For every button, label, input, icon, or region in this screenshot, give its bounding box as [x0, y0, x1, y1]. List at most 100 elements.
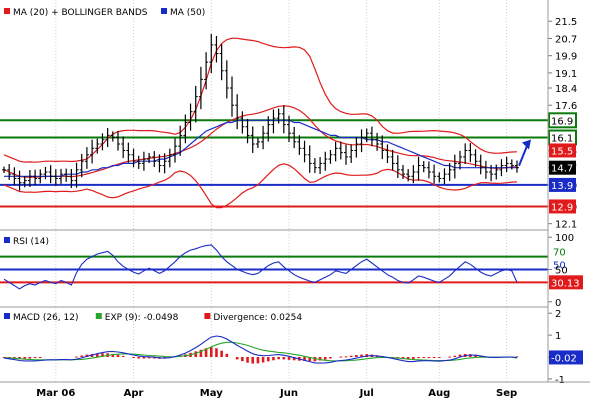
ma50-line: [4, 119, 517, 177]
macd-value-tag: -0.02: [551, 353, 577, 364]
macd-legend-label: MACD (26, 12): [13, 313, 79, 323]
macd-divergence-bar: [422, 357, 426, 358]
macd-line: [3, 335, 518, 364]
price-level-tag: 16.1: [551, 134, 573, 145]
macd-divergence-bar: [272, 357, 275, 361]
macd-divergence-bar: [246, 357, 249, 363]
price-axis-label: 19.1: [555, 69, 577, 80]
macd-divergence-bar: [287, 357, 291, 360]
price-axis-label: 17.6: [555, 101, 577, 112]
date-axis-label: Jul: [359, 388, 374, 399]
macd-axis-label: -1: [555, 375, 565, 386]
price-axis-label: 19.9: [555, 52, 577, 63]
macd-divergence-bar: [360, 354, 363, 357]
macd-legend-swatch: [204, 313, 211, 319]
date-axis-label: Aug: [428, 388, 450, 399]
macd-divergence-bar: [194, 351, 198, 357]
macd-legend-label: Divergence: 0.0254: [213, 313, 302, 323]
price-value-tag: 15.5: [551, 146, 573, 157]
macd-divergence-bar: [132, 357, 135, 358]
macd-divergence-bar: [13, 357, 16, 359]
macd-divergence-bar: [349, 355, 353, 357]
price-legend-swatch: [4, 8, 10, 14]
macd-divergence-bar: [28, 357, 32, 359]
macd-divergence-bar: [33, 357, 37, 359]
macd-divergence-bar: [111, 353, 115, 357]
macd-divergence-bar: [251, 357, 255, 364]
macd-divergence-bar: [308, 357, 312, 362]
macd-divergence-bar: [515, 356, 519, 358]
macd-divergence-bar: [448, 356, 451, 358]
macd-divergence-bar: [437, 357, 441, 358]
macd-divergence-bar: [453, 355, 457, 357]
price-axis-label: 21.5: [555, 17, 577, 28]
macd-legend-swatch: [95, 313, 102, 319]
macd-divergence-bar: [220, 350, 223, 357]
macd-divergence-bar: [23, 357, 27, 359]
price-level-tag: 12.9: [551, 202, 573, 213]
macd-divergence-bar: [329, 357, 332, 359]
macd-divergence-bar: [101, 353, 104, 357]
price-axis-label: 20.7: [555, 34, 577, 45]
macd-divergence-bar: [458, 354, 462, 357]
macd-divergence-bar: [38, 357, 42, 358]
macd-divergence-bar: [199, 349, 203, 357]
price-legend-swatch: [161, 8, 167, 14]
price-legend-label: MA (50): [170, 8, 205, 18]
macd-divergence-bar: [406, 357, 410, 360]
macd-divergence-bar: [2, 357, 6, 358]
macd-divergence-bar: [137, 357, 141, 359]
rsi-legend-swatch: [4, 237, 10, 243]
macd-divergence-bar: [313, 357, 317, 362]
price-value-tag-box: [549, 160, 576, 175]
price-axis-label: 12.1: [555, 220, 577, 231]
macd-divergence-bar: [344, 356, 348, 358]
macd-divergence-bar: [427, 357, 431, 358]
date-axis-label: Mar 06: [36, 388, 75, 399]
macd-divergence-bar: [474, 354, 477, 357]
macd-legend-swatch: [4, 313, 10, 319]
macd-divergence-bar: [261, 357, 265, 363]
bollinger-lower-band: [3, 163, 518, 209]
price-legend-label: MA (20) + BOLLINGER BANDS: [13, 8, 148, 18]
price-level-tag-box: [549, 177, 576, 192]
rsi-level-label: 50: [553, 261, 566, 272]
rsi-value-tag: 30.13: [551, 278, 580, 289]
macd-divergence-bar: [266, 357, 270, 362]
macd-axis-label: 1: [555, 331, 561, 342]
macd-divergence-bar: [339, 356, 343, 358]
macd-divergence-bar: [355, 355, 358, 357]
macd-divergence-bar: [241, 357, 244, 362]
rsi-level-label: 70: [553, 248, 566, 259]
macd-divergence-bar: [209, 347, 213, 357]
rsi-axis-label: 50: [555, 266, 568, 277]
macd-divergence-bar: [215, 348, 218, 357]
macd-divergence-bar: [116, 354, 120, 357]
macd-legend-label: EXP (9): -0.0498: [105, 313, 179, 323]
ma20-line: [3, 105, 518, 178]
price-level-tag-box: [549, 199, 576, 214]
macd-divergence-bar: [277, 357, 280, 360]
macd-divergence-bar: [417, 357, 420, 359]
macd-divergence-bar: [80, 355, 84, 357]
macd-value-tag-box: [549, 350, 583, 365]
rsi-line: [3, 244, 518, 290]
macd-divergence-bar: [303, 357, 306, 361]
macd-divergence-bar: [204, 348, 208, 357]
macd-divergence-bar: [469, 354, 472, 357]
macd-divergence-bar: [142, 357, 146, 359]
date-axis-label: Sep: [496, 388, 517, 399]
series-layer: [2, 33, 531, 364]
macd-axis-label: 2: [555, 309, 561, 320]
price-value-tag: 14.7: [551, 164, 573, 175]
grid-layer: [55, 0, 508, 382]
trend-arrow-head: [522, 139, 531, 150]
rsi-axis-label: 0: [555, 298, 561, 309]
tag-layer: 16.9 16.1 13.9 12.9 15.5 14.7 30.13 -0.02: [548, 112, 583, 365]
macd-divergence-bar: [318, 357, 322, 361]
date-axis-label: Apr: [124, 388, 144, 399]
date-axis-label: Jun: [279, 388, 298, 399]
